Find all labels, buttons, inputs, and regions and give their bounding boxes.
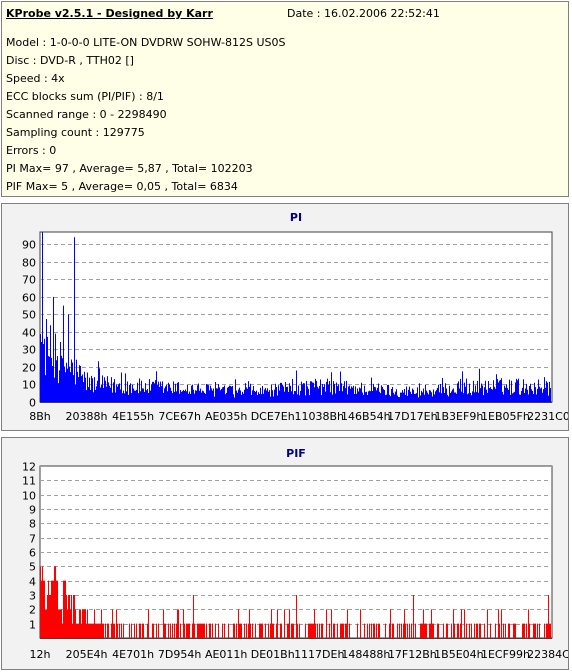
pi-chart: PI 0 10 20 30 40 50 60 70 80 90 8Bh 20388h 4E155h 7CE6… bbox=[22, 211, 568, 423]
x-tick-label: 4E155h bbox=[112, 410, 154, 423]
speed-line: Speed : 4x bbox=[6, 72, 65, 85]
data-series bbox=[40, 566, 551, 638]
y-tick-label: 1 bbox=[29, 619, 36, 632]
x-tick-label: DCE7Eh bbox=[251, 410, 295, 423]
x-tick-label: 7D954h bbox=[158, 648, 201, 661]
x-tick-label: 4E701h bbox=[112, 648, 154, 661]
y-tick-label: 12 bbox=[22, 461, 36, 474]
x-tick-label: 2231C0h bbox=[527, 410, 568, 423]
chart-title: PIF bbox=[286, 447, 306, 460]
x-tick-label: DE01Bh bbox=[251, 648, 295, 661]
x-tick-label: AE011h bbox=[205, 648, 247, 661]
y-tick-label: 3 bbox=[29, 590, 36, 603]
x-tick-label: 146B54h bbox=[341, 410, 391, 423]
data-series bbox=[40, 232, 551, 402]
pif-stats-line: PIF Max= 5 , Average= 0,05 , Total= 6834 bbox=[6, 180, 238, 193]
x-tick-label: 20388h bbox=[66, 410, 108, 423]
y-tick-label: 4 bbox=[29, 576, 36, 589]
scanned-range-line: Scanned range : 0 - 2298490 bbox=[6, 108, 167, 121]
y-tick-label: 6 bbox=[29, 547, 36, 560]
x-tick-label: 12h bbox=[30, 648, 51, 661]
app-title: KProbe v2.5.1 - Designed by Karr bbox=[6, 7, 213, 20]
x-tick-label: 17D17Eh bbox=[387, 410, 437, 423]
info-panel: KProbe v2.5.1 - Designed by Karr Date : … bbox=[1, 1, 569, 197]
x-tick-label: AE035h bbox=[205, 410, 247, 423]
x-tick-label: 205E4h bbox=[66, 648, 108, 661]
x-tick-label: 22384Ch bbox=[527, 648, 568, 661]
x-tick-label: 17F12Bh bbox=[388, 648, 437, 661]
x-tick-label: 148488h bbox=[341, 648, 390, 661]
disc-line: Disc : DVD-R , TTH02 [] bbox=[6, 54, 134, 67]
y-tick-label: 0 bbox=[29, 397, 36, 410]
x-tick-label: 7CE67h bbox=[158, 410, 201, 423]
x-tick-label: 8Bh bbox=[29, 410, 51, 423]
x-tick-label: 1B5E04h bbox=[434, 648, 483, 661]
pif-chart-panel: PIF 1 2 3 4 5 6 7 8 9 10 11 12 12h 205E4h 4E701h 7D954h A… bbox=[1, 437, 569, 670]
y-tick-label: 10 bbox=[22, 490, 36, 503]
y-tick-label: 20 bbox=[22, 362, 36, 375]
y-tick-label: 70 bbox=[22, 274, 36, 287]
ecc-line: ECC blocks sum (PI/PIF) : 8/1 bbox=[6, 90, 164, 103]
y-tick-label: 80 bbox=[22, 257, 36, 270]
y-tick-label: 50 bbox=[22, 309, 36, 322]
pi-chart-panel: PI 0 10 20 30 40 50 60 70 80 90 8Bh 20388h 4E155h 7CE6… bbox=[1, 203, 569, 431]
x-tick-label: 11038Bh bbox=[295, 410, 345, 423]
errors-line: Errors : 0 bbox=[6, 144, 57, 157]
y-tick-label: 2 bbox=[29, 604, 36, 617]
y-tick-label: 7 bbox=[29, 533, 36, 546]
y-tick-label: 9 bbox=[29, 504, 36, 517]
y-tick-label: 40 bbox=[22, 327, 36, 340]
pi-stats-line: PI Max= 97 , Average= 5,87 , Total= 1022… bbox=[6, 162, 253, 175]
x-tick-label: 1117DEh bbox=[294, 648, 344, 661]
model-line: Model : 1-0-0-0 LITE-ON DVDRW SOHW-812S … bbox=[6, 36, 286, 49]
x-tick-label: 1EB05Fh bbox=[481, 410, 530, 423]
sampling-count-line: Sampling count : 129775 bbox=[6, 126, 145, 139]
y-tick-label: 60 bbox=[22, 292, 36, 305]
scan-date: Date : 16.02.2006 22:52:41 bbox=[287, 7, 440, 20]
y-tick-label: 5 bbox=[29, 561, 36, 574]
x-tick-label: 1ECF99h bbox=[481, 648, 530, 661]
y-tick-label: 11 bbox=[22, 475, 36, 488]
y-tick-label: 10 bbox=[22, 379, 36, 392]
y-tick-label: 8 bbox=[29, 518, 36, 531]
chart-title: PI bbox=[290, 211, 302, 224]
y-tick-label: 90 bbox=[22, 239, 36, 252]
x-tick-label: 1B3EF9h bbox=[435, 410, 484, 423]
y-tick-label: 30 bbox=[22, 344, 36, 357]
